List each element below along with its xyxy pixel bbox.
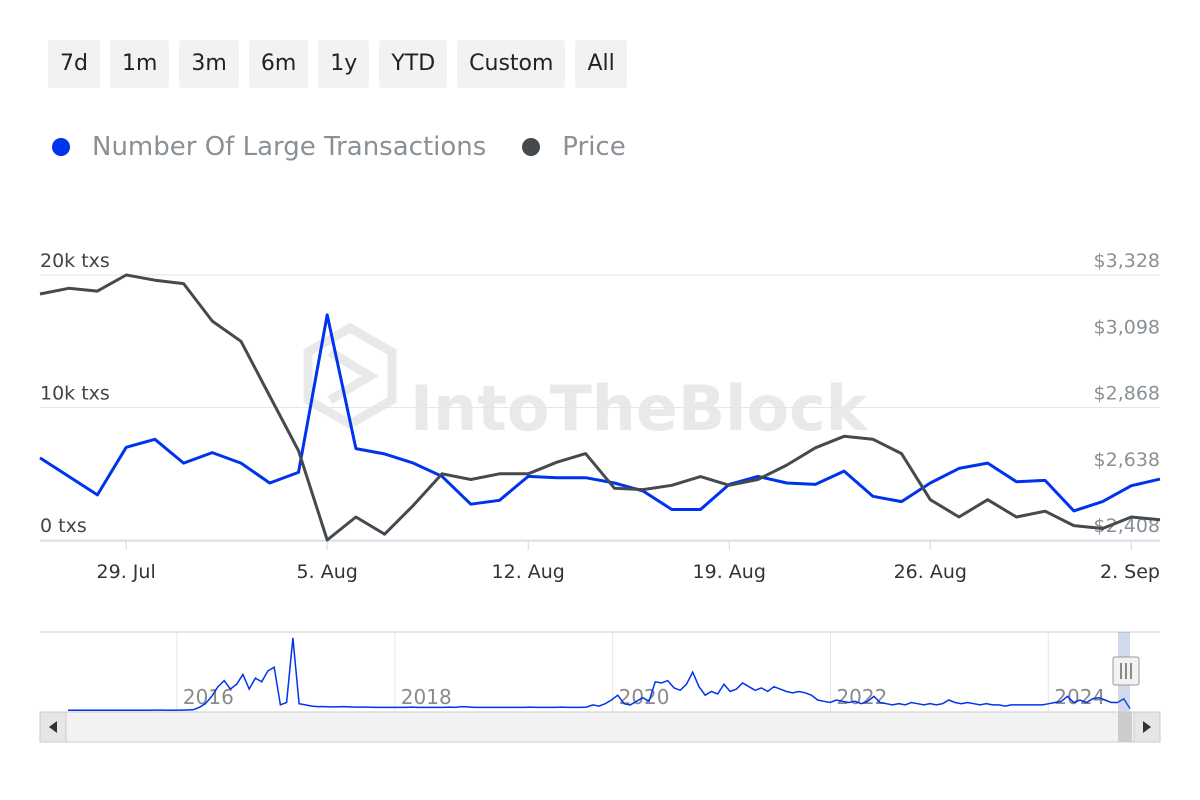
- legend-item-large-transactions[interactable]: Number Of Large Transactions: [52, 132, 486, 162]
- range-all-button[interactable]: All: [575, 40, 627, 88]
- range-custom-button[interactable]: Custom: [457, 40, 566, 88]
- navigator-year-label: 2016: [183, 685, 234, 709]
- range-1m-button[interactable]: 1m: [109, 40, 170, 88]
- watermark-logo-icon: [303, 322, 397, 430]
- legend-dot-large-transactions: [52, 138, 70, 156]
- series-layer: [39, 273, 1161, 542]
- x-tick-label: 12. Aug: [492, 561, 565, 583]
- watermark-text: IntoTheBlock: [410, 372, 869, 445]
- navigator-years: 2016 2018 2020 2022 2024: [176, 632, 1105, 712]
- right-tick-label: $3,328: [1094, 250, 1160, 272]
- range-selector: 7d 1m 3m 6m 1y YTD Custom All: [48, 40, 627, 88]
- scrollbar-thumb[interactable]: [1118, 712, 1132, 742]
- x-axis: 29. Jul 5. Aug 12. Aug 19. Aug 26. Aug 2. Sep: [40, 540, 1160, 583]
- legend-item-price[interactable]: Price: [522, 132, 626, 162]
- navigator-year-label: 2018: [401, 685, 452, 709]
- navigator-year-label: 2022: [836, 685, 887, 709]
- x-tick-label: 5. Aug: [297, 561, 358, 583]
- navigator-year-label: 2024: [1054, 685, 1105, 709]
- range-7d-button[interactable]: 7d: [48, 40, 100, 88]
- legend-label-large-transactions: Number Of Large Transactions: [92, 132, 487, 162]
- right-tick-label: $2,868: [1094, 383, 1160, 405]
- right-tick-label: $2,638: [1094, 449, 1160, 471]
- navigator-series-line: [68, 637, 1131, 712]
- navigator-year-label: 2020: [619, 685, 670, 709]
- range-6m-button[interactable]: 6m: [248, 40, 309, 88]
- grid-lines: [40, 274, 1160, 541]
- right-tick-label: $2,408: [1094, 515, 1160, 537]
- legend-dot-price: [522, 138, 541, 156]
- x-tick-label: 26. Aug: [894, 561, 967, 583]
- x-tick-label: 2. Sep: [1100, 561, 1160, 583]
- scrollbar[interactable]: [39, 711, 1161, 743]
- x-tick-label: 19. Aug: [693, 561, 766, 583]
- navigator-handle[interactable]: [1112, 656, 1140, 686]
- arrow-left-icon: [49, 721, 57, 733]
- legend-label-price: Price: [562, 132, 626, 162]
- navigator: 2016 2018 2020 2022 2024: [39, 631, 1161, 743]
- range-ytd-button[interactable]: YTD: [379, 40, 448, 88]
- range-3m-button[interactable]: 3m: [179, 40, 239, 88]
- left-axis: 20k txs 10k txs 0 txs: [40, 250, 110, 537]
- series-line-price[interactable]: [39, 273, 1161, 542]
- right-tick-label: $3,098: [1094, 316, 1160, 338]
- x-tick-label: 29. Jul: [97, 561, 156, 583]
- left-tick-label: 20k txs: [40, 250, 110, 272]
- range-1y-button[interactable]: 1y: [318, 40, 370, 88]
- series-line-number-of-large-transactions[interactable]: [39, 313, 1161, 513]
- right-axis: $3,328 $3,098 $2,868 $2,638 $2,408: [1094, 250, 1160, 537]
- scrollbar-track[interactable]: [39, 711, 1161, 743]
- left-tick-label: 0 txs: [40, 515, 87, 537]
- watermark: IntoTheBlock: [303, 322, 869, 445]
- arrow-right-icon: [1143, 721, 1151, 733]
- left-tick-label: 10k txs: [40, 383, 110, 405]
- chart-legend: Number Of Large Transactions Price: [52, 132, 662, 162]
